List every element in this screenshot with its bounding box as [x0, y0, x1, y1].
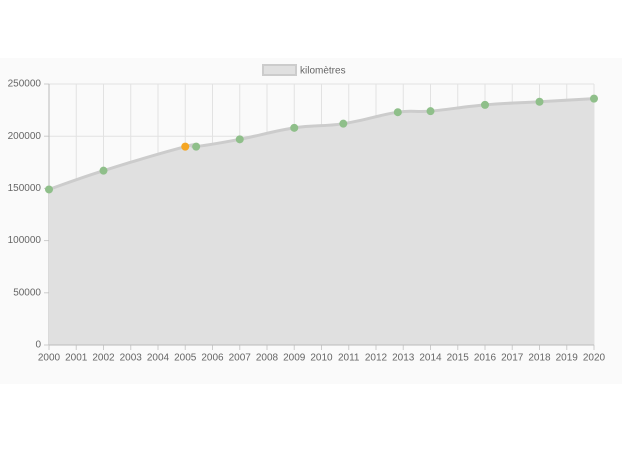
x-tick-label: 2013	[392, 353, 415, 364]
data-point[interactable]	[192, 142, 201, 151]
x-tick-label: 2015	[447, 353, 470, 364]
x-tick-label: 2012	[365, 353, 388, 364]
y-tick-label: 50000	[13, 287, 41, 298]
x-tick-label: 2005	[174, 353, 197, 364]
data-point[interactable]	[481, 100, 489, 109]
y-tick-label: 0	[35, 340, 41, 351]
x-tick-label: 2007	[229, 353, 252, 364]
x-tick-label: 2017	[501, 353, 524, 364]
x-tick-label: 2009	[283, 353, 306, 364]
data-point[interactable]	[99, 166, 108, 175]
x-tick-label: 2018	[528, 353, 551, 364]
x-tick-label: 2002	[92, 353, 115, 364]
x-tick-label: 2006	[201, 353, 224, 364]
x-tick-label: 2000	[38, 353, 61, 364]
data-point[interactable]	[181, 142, 190, 151]
data-point[interactable]	[535, 97, 544, 106]
x-tick-label: 2001	[65, 353, 88, 364]
legend-label[interactable]: kilomètres	[300, 66, 346, 77]
data-point[interactable]	[235, 135, 244, 144]
y-tick-label: 250000	[8, 79, 42, 90]
area-fill	[49, 98, 594, 345]
x-tick-label: 2008	[256, 353, 279, 364]
x-tick-label: 2020	[583, 353, 606, 364]
data-point[interactable]	[426, 107, 435, 116]
data-point[interactable]	[339, 119, 348, 128]
x-tick-label: 2004	[147, 353, 170, 364]
x-tick-label: 2016	[474, 353, 497, 364]
data-point[interactable]	[590, 94, 598, 103]
y-tick-label: 100000	[8, 235, 42, 246]
legend-swatch[interactable]	[262, 64, 297, 76]
y-tick-label: 150000	[8, 183, 42, 194]
x-tick-label: 2019	[556, 353, 579, 364]
data-point[interactable]	[290, 123, 299, 132]
y-tick-label: 200000	[8, 131, 42, 142]
x-tick-label: 2010	[310, 353, 333, 364]
data-point[interactable]	[393, 108, 402, 117]
x-tick-label: 2003	[120, 353, 143, 364]
x-tick-label: 2014	[419, 353, 442, 364]
data-point[interactable]	[45, 185, 53, 194]
x-tick-label: 2011	[338, 353, 360, 364]
